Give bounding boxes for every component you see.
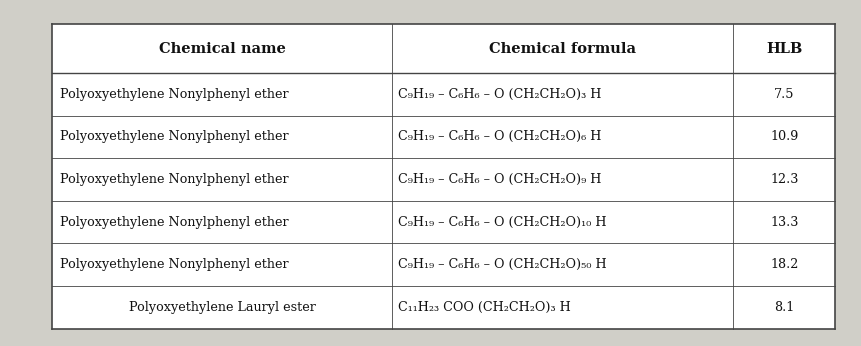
Text: C₉H₁₉ – C₆H₆ – O (CH₂CH₂O)₁₀ H: C₉H₁₉ – C₆H₆ – O (CH₂CH₂O)₁₀ H [398, 216, 606, 229]
Text: 8.1: 8.1 [774, 301, 795, 314]
Text: HLB: HLB [766, 42, 802, 56]
Text: C₉H₁₉ – C₆H₆ – O (CH₂CH₂O)₃ H: C₉H₁₉ – C₆H₆ – O (CH₂CH₂O)₃ H [398, 88, 601, 101]
Text: C₉H₁₉ – C₆H₆ – O (CH₂CH₂O)₅₀ H: C₉H₁₉ – C₆H₆ – O (CH₂CH₂O)₅₀ H [398, 258, 606, 271]
Text: C₉H₁₉ – C₆H₆ – O (CH₂CH₂O)₉ H: C₉H₁₉ – C₆H₆ – O (CH₂CH₂O)₉ H [398, 173, 601, 186]
Text: 13.3: 13.3 [770, 216, 798, 229]
Text: Polyoxyethylene Nonylphenyl ether: Polyoxyethylene Nonylphenyl ether [60, 173, 289, 186]
Text: C₁₁H₂₃ COO (CH₂CH₂O)₃ H: C₁₁H₂₃ COO (CH₂CH₂O)₃ H [398, 301, 570, 314]
Text: Polyoxyethylene Lauryl ester: Polyoxyethylene Lauryl ester [128, 301, 315, 314]
Text: 12.3: 12.3 [770, 173, 798, 186]
Text: Polyoxyethylene Nonylphenyl ether: Polyoxyethylene Nonylphenyl ether [60, 130, 289, 143]
Text: Polyoxyethylene Nonylphenyl ether: Polyoxyethylene Nonylphenyl ether [60, 258, 289, 271]
Text: 18.2: 18.2 [770, 258, 798, 271]
Polygon shape [52, 24, 835, 329]
Text: C₉H₁₉ – C₆H₆ – O (CH₂CH₂O)₆ H: C₉H₁₉ – C₆H₆ – O (CH₂CH₂O)₆ H [398, 130, 601, 143]
Text: 7.5: 7.5 [774, 88, 795, 101]
Text: Polyoxyethylene Nonylphenyl ether: Polyoxyethylene Nonylphenyl ether [60, 216, 289, 229]
Text: Polyoxyethylene Nonylphenyl ether: Polyoxyethylene Nonylphenyl ether [60, 88, 289, 101]
Text: 10.9: 10.9 [770, 130, 798, 143]
Text: Chemical name: Chemical name [158, 42, 286, 56]
Text: Chemical formula: Chemical formula [489, 42, 636, 56]
